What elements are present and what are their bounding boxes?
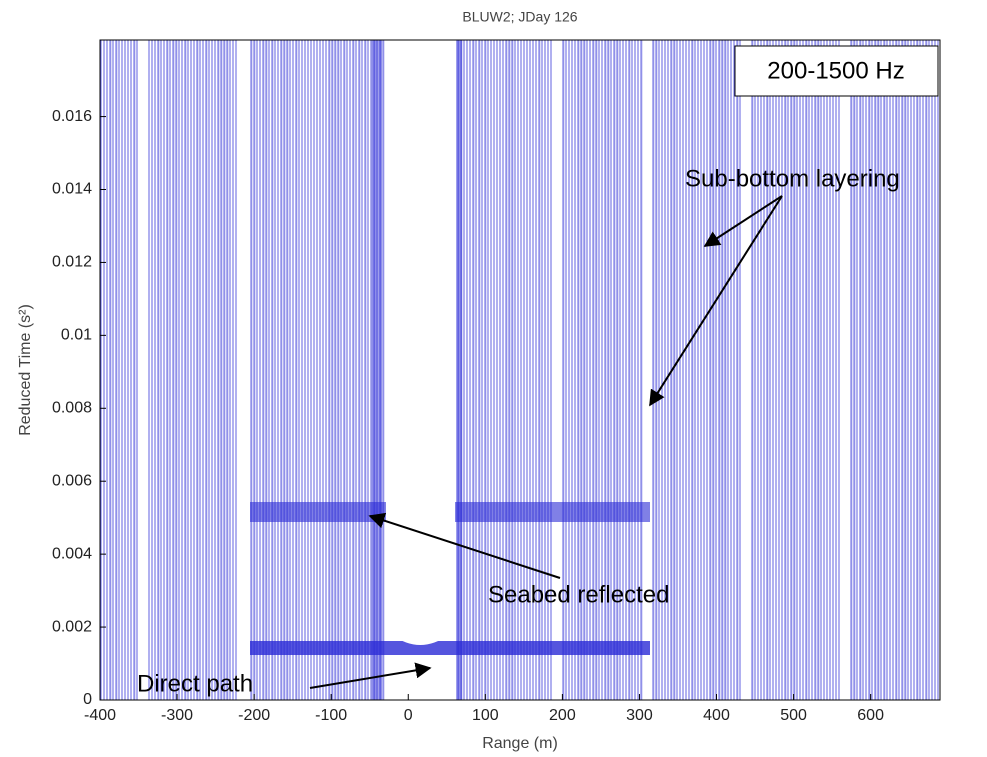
layering-annotation: Sub-bottom layering xyxy=(685,165,900,192)
x-tick-label: 100 xyxy=(472,707,499,724)
arrow xyxy=(309,662,432,689)
arrow xyxy=(368,512,561,579)
y-tick-label: 0 xyxy=(83,691,92,708)
band-annotation: 200-1500 Hz xyxy=(767,57,904,84)
arrow xyxy=(703,195,783,247)
x-tick-label: -200 xyxy=(238,707,270,724)
arrows xyxy=(309,195,783,689)
x-axis-label: Range (m) xyxy=(482,735,558,752)
trace-lines xyxy=(100,39,939,701)
plot-frame xyxy=(99,39,941,701)
horizontal-band xyxy=(250,641,650,655)
x-tick-label: 0 xyxy=(404,707,413,724)
chart-title: BLUW2; JDay 126 xyxy=(462,9,577,25)
ticks: -400 -300 -200 -100 0 100 200 300 400 500 600 0 0.00… xyxy=(52,108,884,724)
seabed-annotation: Seabed reflected xyxy=(488,581,669,608)
x-tick-label: 600 xyxy=(857,707,884,724)
y-tick-label: 0.004 xyxy=(52,545,92,562)
x-tick-label: -100 xyxy=(315,707,347,724)
x-tick-label: -400 xyxy=(84,707,116,724)
y-tick-label: 0.012 xyxy=(52,254,92,271)
white-column xyxy=(386,40,455,645)
direct-annotation: Direct path xyxy=(137,670,253,697)
y-tick-label: 0.006 xyxy=(52,472,92,489)
x-tick-label: -300 xyxy=(161,707,193,724)
arrow xyxy=(649,195,783,407)
trace-texture xyxy=(100,39,939,701)
annotation-box xyxy=(734,45,939,97)
x-tick-label: 500 xyxy=(780,707,807,724)
x-tick-label: 400 xyxy=(703,707,730,724)
y-axis-label: Reduced Time (s²) xyxy=(17,304,34,436)
x-tick-label: 300 xyxy=(626,707,653,724)
y-tick-label: 0.008 xyxy=(52,400,92,417)
dense-band xyxy=(456,40,462,700)
y-tick-label: 0.014 xyxy=(52,181,92,198)
dense-band xyxy=(372,40,382,700)
y-tick-label: 0.002 xyxy=(52,618,92,635)
y-tick-label: 0.01 xyxy=(61,327,92,344)
x-tick-label: 200 xyxy=(549,707,576,724)
y-tick-label: 0.016 xyxy=(52,108,92,125)
